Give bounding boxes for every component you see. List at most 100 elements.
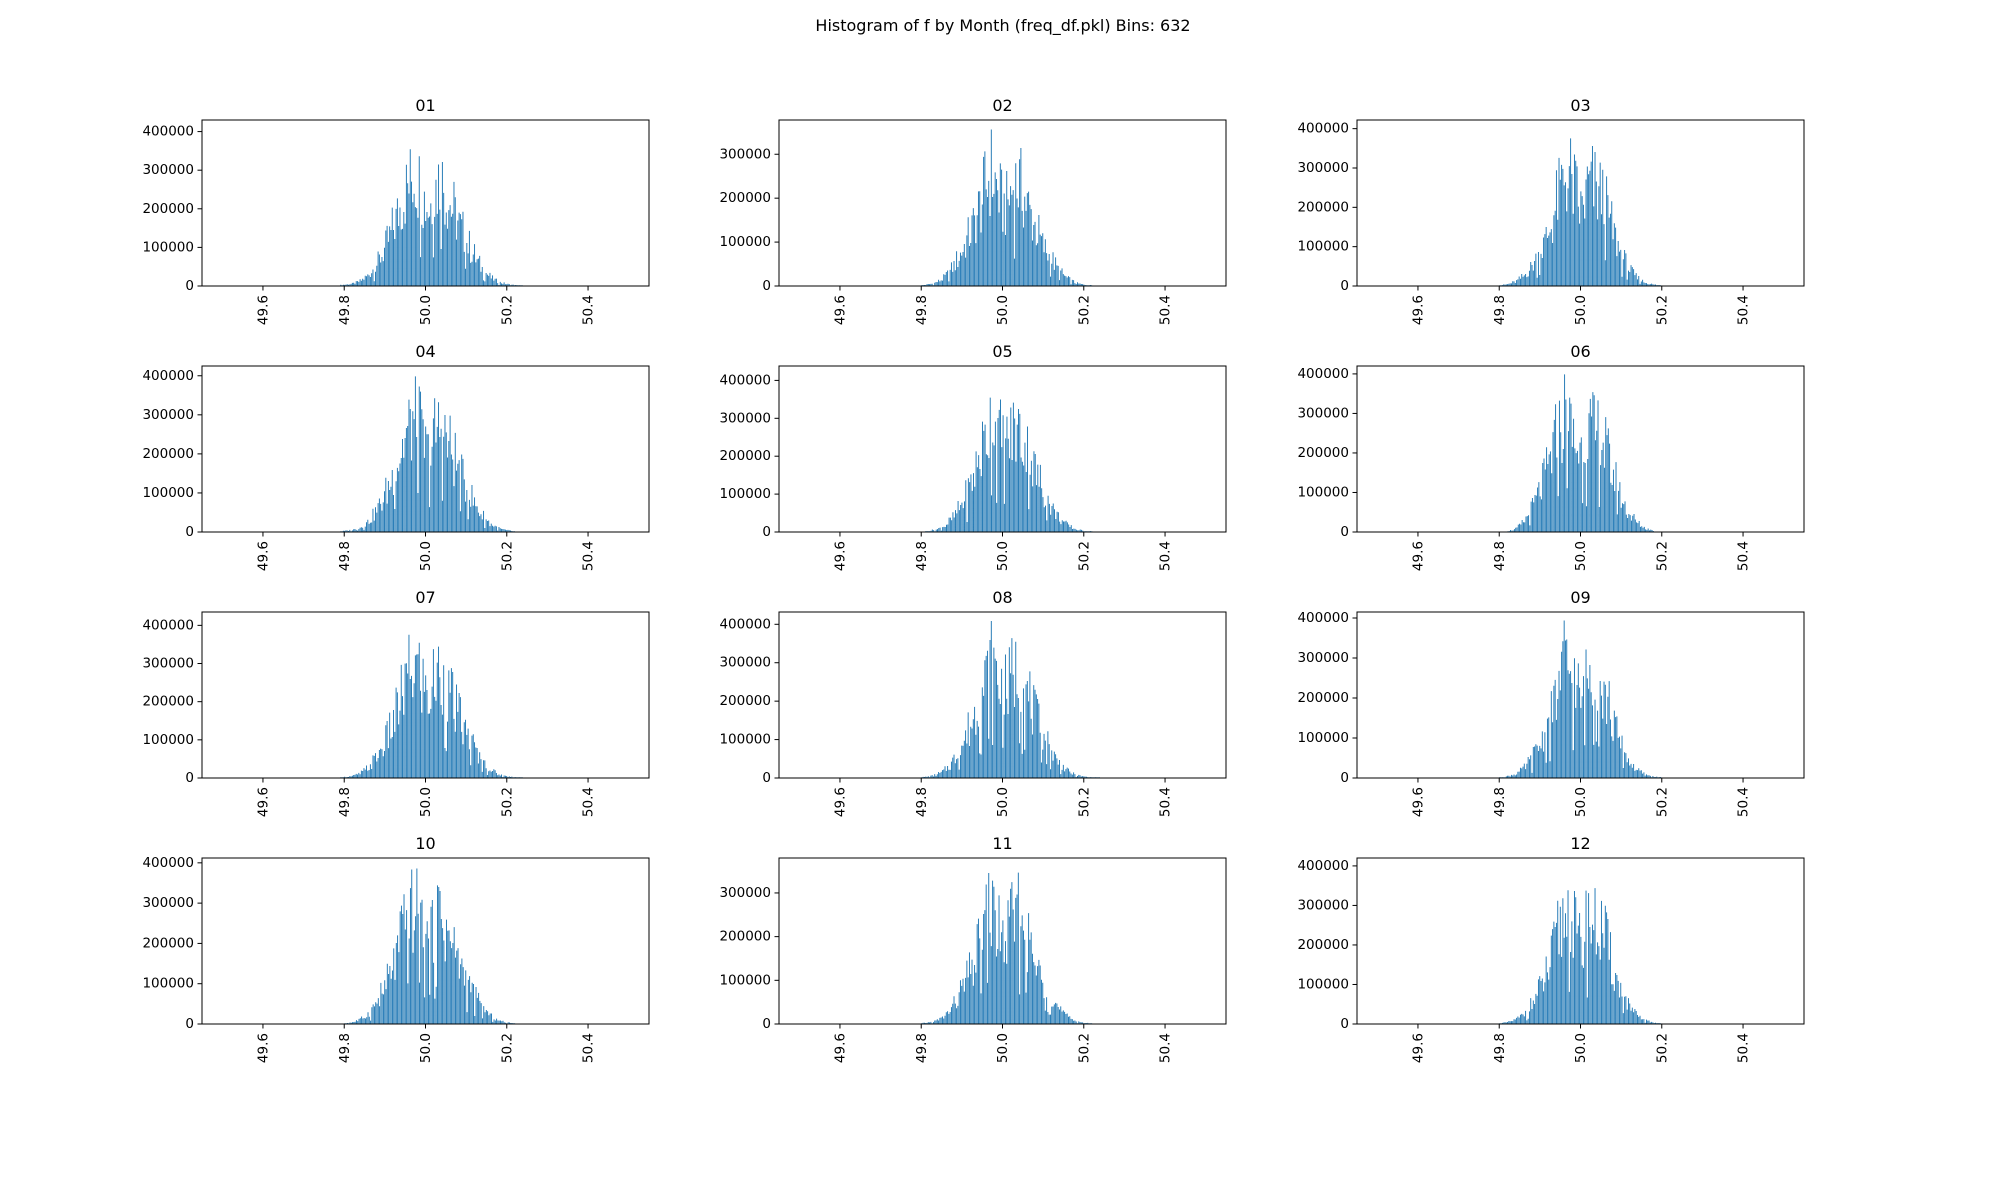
x-ticks: 49.6 49.8 50.0 50.2 50.4 <box>833 286 1174 325</box>
subplot-title-02: 02 <box>992 96 1012 115</box>
subplot-04: 04 0 100000 200000 300000 400000 49.6 49.8 50.0 5… <box>97 331 667 616</box>
x-tick-label: 50.4 <box>1736 541 1752 571</box>
x-tick-label: 50.2 <box>1654 1033 1670 1063</box>
x-ticks: 49.6 49.8 50.0 50.2 50.4 <box>833 532 1174 571</box>
y-tick-label: 300000 <box>142 407 194 423</box>
y-tick-label: 200000 <box>142 446 194 462</box>
x-ticks: 49.6 49.8 50.0 50.2 50.4 <box>833 778 1174 817</box>
x-tick-label: 50.0 <box>418 295 434 325</box>
x-tick-label: 50.0 <box>995 1033 1011 1063</box>
subplot-title-11: 11 <box>992 834 1012 853</box>
subplot-svg-02: 02 0 100000 200000 300000 49.6 49.8 50.0 50.2 50.… <box>719 96 1227 325</box>
y-tick-label: 400000 <box>142 368 194 384</box>
y-tick-label: 300000 <box>1297 405 1349 421</box>
x-tick-label: 50.0 <box>1573 787 1589 817</box>
histogram-bars <box>1507 374 1654 532</box>
x-tick-label: 49.6 <box>833 1033 849 1063</box>
x-tick-label: 50.0 <box>418 541 434 571</box>
y-ticks: 0 100000 200000 300000 400000 <box>1297 366 1357 540</box>
x-ticks: 49.6 49.8 50.0 50.2 50.4 <box>833 1024 1174 1063</box>
y-tick-label: 0 <box>1340 524 1349 540</box>
histogram-bars <box>340 634 523 778</box>
x-tick-label: 49.6 <box>256 787 272 817</box>
subplot-title-09: 09 <box>1570 588 1590 607</box>
subplot-svg-09: 09 0 100000 200000 300000 400000 49.6 49.8 50.0 5… <box>1297 588 1805 817</box>
subplot-title-03: 03 <box>1570 96 1590 115</box>
y-tick-label: 100000 <box>719 486 771 502</box>
y-tick-label: 400000 <box>1297 610 1349 626</box>
y-ticks: 0 100000 200000 300000 400000 <box>719 372 779 540</box>
x-ticks: 49.6 49.8 50.0 50.2 50.4 <box>256 778 597 817</box>
y-tick-label: 200000 <box>1297 199 1349 215</box>
x-tick-label: 49.8 <box>337 295 353 325</box>
x-tick-label: 49.6 <box>256 1033 272 1063</box>
subplot-08: 08 0 100000 200000 300000 400000 49.6 49.8 50.0 5… <box>674 577 1244 862</box>
subplot-svg-06: 06 0 100000 200000 300000 400000 49.6 49.8 50.0 5… <box>1297 342 1805 571</box>
x-tick-label: 50.4 <box>1736 787 1752 817</box>
y-tick-label: 200000 <box>142 935 194 951</box>
y-tick-label: 100000 <box>719 972 771 988</box>
x-tick-label: 50.2 <box>499 787 515 817</box>
y-tick-label: 200000 <box>142 694 194 710</box>
subplot-title-08: 08 <box>992 588 1012 607</box>
histogram-bars <box>344 868 516 1024</box>
subplot-title-04: 04 <box>415 342 435 361</box>
x-tick-label: 50.4 <box>581 541 597 571</box>
x-tick-label: 50.4 <box>1736 1033 1752 1063</box>
histogram-bars <box>925 397 1093 532</box>
y-tick-label: 400000 <box>1297 858 1349 874</box>
subplot-svg-04: 04 0 100000 200000 300000 400000 49.6 49.8 50.0 5… <box>142 342 650 571</box>
x-tick-label: 50.4 <box>581 295 597 325</box>
x-tick-label: 50.4 <box>581 787 597 817</box>
subplot-06: 06 0 100000 200000 300000 400000 49.6 49.8 50.0 5… <box>1252 331 1822 616</box>
x-tick-label: 50.0 <box>1573 1033 1589 1063</box>
y-ticks: 0 100000 200000 300000 <box>719 885 779 1032</box>
y-tick-label: 200000 <box>1297 937 1349 953</box>
y-tick-label: 400000 <box>719 372 771 388</box>
y-tick-label: 200000 <box>142 201 194 217</box>
x-tick-label: 49.6 <box>833 787 849 817</box>
x-tick-label: 50.4 <box>1158 1033 1174 1063</box>
subplot-12: 12 0 100000 200000 300000 400000 49.6 49.8 50.0 5… <box>1252 823 1822 1108</box>
y-tick-label: 100000 <box>719 234 771 250</box>
subplot-02: 02 0 100000 200000 300000 49.6 49.8 50.0 50.2 50.… <box>674 85 1244 370</box>
x-tick-label: 49.8 <box>337 787 353 817</box>
x-tick-label: 50.2 <box>1654 541 1670 571</box>
histogram-bars <box>921 621 1100 778</box>
x-tick-label: 49.8 <box>1492 295 1508 325</box>
x-tick-label: 50.2 <box>1076 787 1092 817</box>
y-tick-label: 400000 <box>142 617 194 633</box>
histogram-bars <box>921 129 1093 286</box>
subplot-svg-12: 12 0 100000 200000 300000 400000 49.6 49.8 50.0 5… <box>1297 834 1805 1063</box>
histogram-bars <box>340 149 523 286</box>
x-tick-label: 49.8 <box>914 541 930 571</box>
x-tick-label: 50.2 <box>499 1033 515 1063</box>
histogram-bars <box>1499 888 1662 1024</box>
y-tick-label: 100000 <box>719 732 771 748</box>
x-tick-label: 50.2 <box>1076 295 1092 325</box>
histogram-bars <box>1499 138 1662 286</box>
x-tick-label: 49.6 <box>833 295 849 325</box>
x-tick-label: 50.0 <box>995 295 1011 325</box>
y-tick-label: 400000 <box>1297 121 1349 137</box>
x-tick-label: 49.6 <box>1411 541 1427 571</box>
x-tick-label: 50.0 <box>418 787 434 817</box>
y-tick-label: 200000 <box>1297 690 1349 706</box>
y-tick-label: 400000 <box>719 616 771 632</box>
y-ticks: 0 100000 200000 300000 <box>719 146 779 294</box>
subplot-05: 05 0 100000 200000 300000 400000 49.6 49.8 50.0 5… <box>674 331 1244 616</box>
x-tick-label: 49.6 <box>1411 295 1427 325</box>
subplot-01: 01 0 100000 200000 300000 400000 49.6 49.8 50.0 5… <box>97 85 667 370</box>
x-ticks: 49.6 49.8 50.0 50.2 50.4 <box>256 1024 597 1063</box>
y-tick-label: 100000 <box>1297 730 1349 746</box>
y-tick-label: 0 <box>185 770 194 786</box>
y-tick-label: 300000 <box>719 885 771 901</box>
x-tick-label: 50.4 <box>1736 295 1752 325</box>
y-ticks: 0 100000 200000 300000 400000 <box>1297 858 1357 1032</box>
subplot-svg-05: 05 0 100000 200000 300000 400000 49.6 49.8 50.0 5… <box>719 342 1227 571</box>
x-tick-label: 49.8 <box>1492 1033 1508 1063</box>
y-tick-label: 100000 <box>1297 976 1349 992</box>
y-tick-label: 0 <box>185 278 194 294</box>
figure-title: Histogram of f by Month (freq_df.pkl) Bi… <box>815 16 1191 35</box>
